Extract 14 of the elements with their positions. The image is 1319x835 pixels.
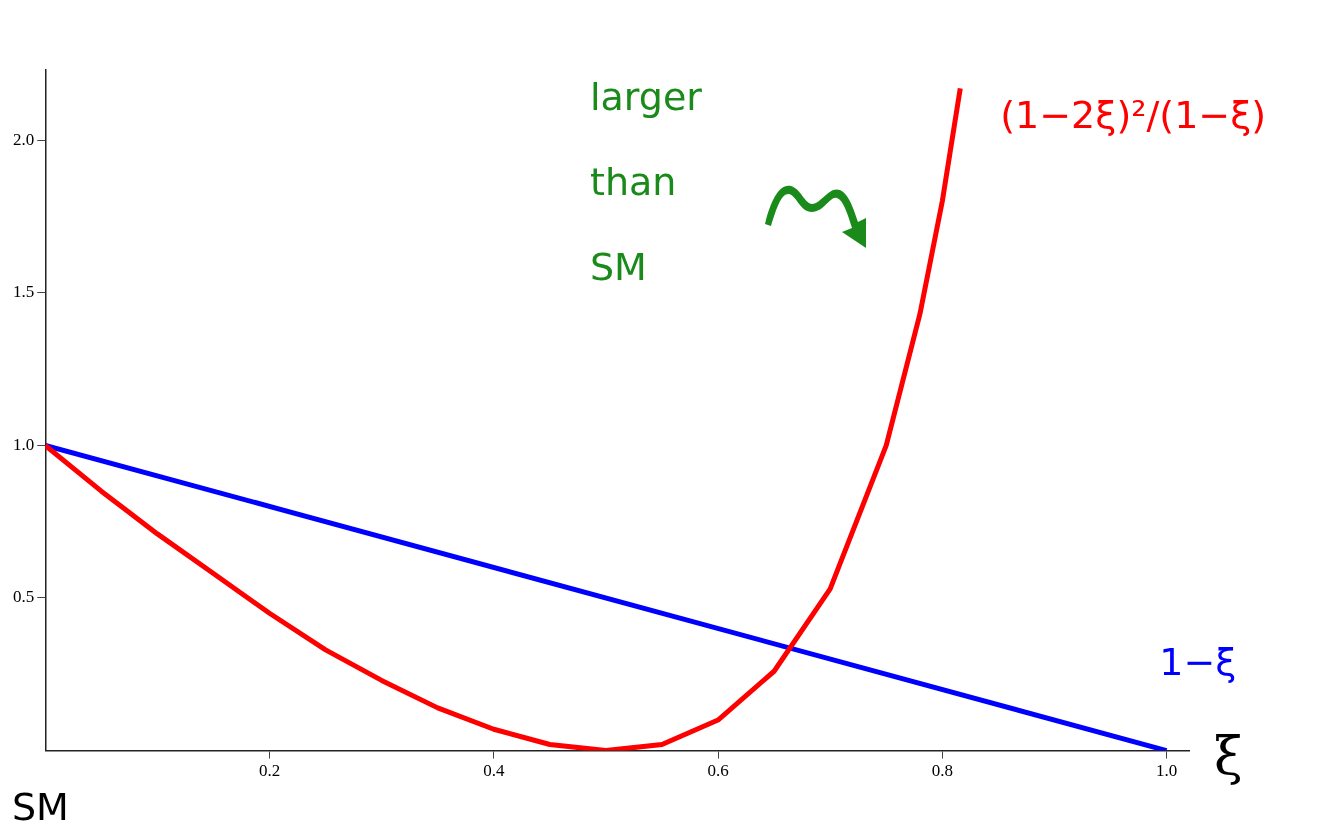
x-axis-title: ξ <box>1214 726 1243 787</box>
y-tick-label: 0.5 <box>13 587 35 607</box>
text: SM <box>12 784 69 829</box>
x-tick-label: 0.6 <box>707 761 729 781</box>
y-tick-label: 2.0 <box>13 129 35 149</box>
series-label: (1−2ξ)²/(1−ξ) <box>1000 93 1267 138</box>
x-tick-label: 0.8 <box>931 761 953 781</box>
y-tick-label: 1.0 <box>13 434 35 454</box>
x-tick-label: 0.4 <box>483 761 505 781</box>
x-tick-label: 1.0 <box>1155 761 1178 781</box>
x-tick-label: 0.2 <box>258 761 281 781</box>
series-label: 1−ξ <box>1159 640 1237 685</box>
annotation: larger than SM <box>590 74 703 289</box>
y-tick-label: 1.5 <box>13 282 35 302</box>
